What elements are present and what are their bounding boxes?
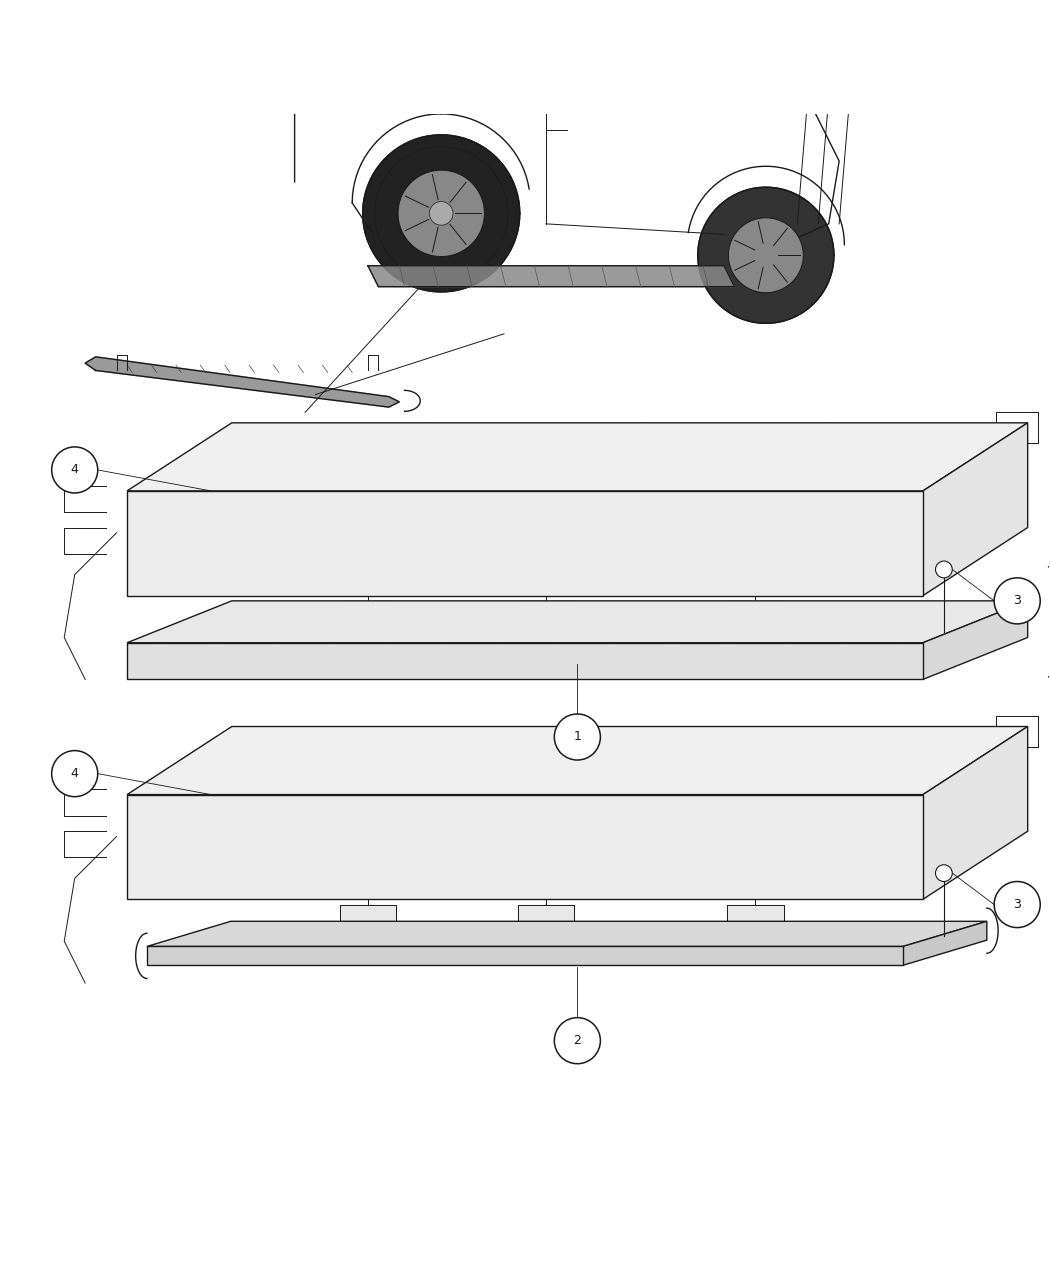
Text: 2: 2 bbox=[573, 1034, 582, 1047]
Polygon shape bbox=[923, 423, 1028, 595]
Polygon shape bbox=[147, 922, 987, 946]
Circle shape bbox=[994, 881, 1041, 928]
Text: 4: 4 bbox=[70, 768, 79, 780]
Text: 3: 3 bbox=[1013, 898, 1022, 912]
Polygon shape bbox=[727, 601, 783, 623]
Polygon shape bbox=[147, 946, 903, 965]
Text: 1: 1 bbox=[573, 731, 582, 743]
Polygon shape bbox=[127, 491, 923, 595]
Circle shape bbox=[994, 578, 1041, 623]
Polygon shape bbox=[518, 904, 574, 928]
Polygon shape bbox=[127, 794, 923, 899]
Polygon shape bbox=[339, 904, 396, 928]
Polygon shape bbox=[127, 727, 1028, 794]
Polygon shape bbox=[472, 0, 620, 14]
Polygon shape bbox=[903, 922, 987, 965]
Polygon shape bbox=[923, 727, 1028, 899]
Polygon shape bbox=[339, 601, 396, 623]
Polygon shape bbox=[85, 357, 399, 407]
Circle shape bbox=[936, 864, 952, 881]
Polygon shape bbox=[429, 201, 453, 226]
Polygon shape bbox=[127, 601, 1028, 643]
Polygon shape bbox=[729, 218, 803, 293]
Text: 4: 4 bbox=[70, 463, 79, 477]
Polygon shape bbox=[368, 265, 734, 287]
Polygon shape bbox=[727, 904, 783, 928]
Polygon shape bbox=[518, 601, 574, 623]
Polygon shape bbox=[398, 170, 484, 256]
Polygon shape bbox=[127, 643, 923, 680]
Circle shape bbox=[936, 561, 952, 578]
Polygon shape bbox=[127, 423, 1028, 491]
Polygon shape bbox=[698, 187, 834, 324]
Polygon shape bbox=[923, 601, 1028, 680]
Text: 3: 3 bbox=[1013, 594, 1022, 607]
Polygon shape bbox=[362, 135, 520, 292]
Circle shape bbox=[554, 1017, 601, 1063]
Circle shape bbox=[51, 751, 98, 797]
Circle shape bbox=[51, 448, 98, 493]
Circle shape bbox=[554, 714, 601, 760]
